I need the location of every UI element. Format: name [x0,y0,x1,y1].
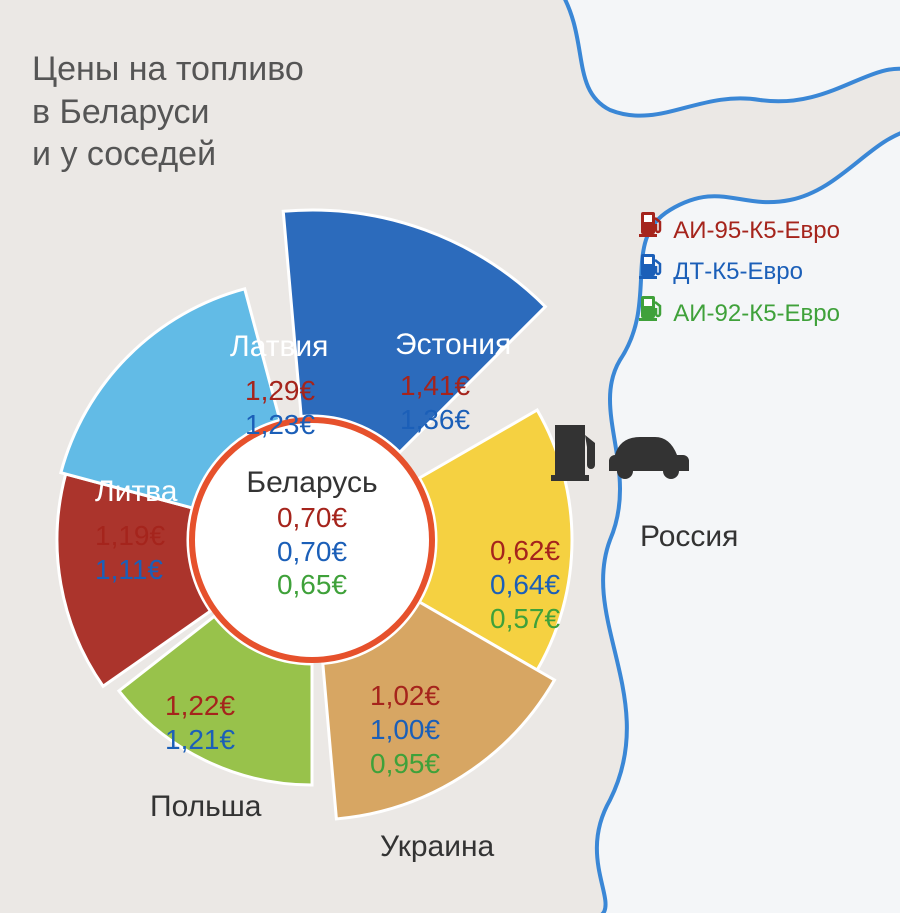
center-price-dt: 0,70€ [217,535,407,569]
page-title: Цены на топливов Беларусии у соседей [32,48,304,176]
russia-price-ai92: 0,57€ [490,603,560,635]
lithuania-price-dt: 1,11€ [95,554,163,586]
center-name: Беларусь [217,465,407,501]
ukraine-name: Украина [380,830,494,864]
lithuania-price-ai95: 1,19€ [95,520,165,552]
legend-row: АИ-92-К5-Евро [639,294,840,336]
legend-label: АИ-92-К5-Евро [673,294,840,335]
latvia-price-dt: 1,23€ [245,409,315,441]
ukraine-price-ai92: 0,95€ [370,748,440,780]
title-line: в Беларуси [32,91,304,134]
map-outline [560,0,900,913]
latvia-name: Латвия [230,330,328,364]
center-block: Беларусь0,70€0,70€0,65€ [217,465,407,602]
ukraine-price-dt: 1,00€ [370,714,440,746]
legend-row: ДТ-К5-Евро [639,252,840,294]
lithuania-name: Литва [95,475,177,509]
poland-name: Польша [150,790,261,824]
poland-price-dt: 1,21€ [165,724,235,756]
pump-icon [639,294,663,336]
legend-label: АИ-95-К5-Евро [673,211,840,252]
estonia-name: Эстония [395,328,511,362]
russia-price-dt: 0,64€ [490,569,560,601]
estonia-price-dt: 1,36€ [400,404,470,436]
poland-price-ai95: 1,22€ [165,690,235,722]
center-price-ai95: 0,70€ [217,501,407,535]
russia-name: Россия [640,520,738,554]
legend-row: АИ-95-К5-Евро [639,210,840,252]
latvia-price-ai95: 1,29€ [245,375,315,407]
ukraine-price-ai95: 1,02€ [370,680,440,712]
legend-label: ДТ-К5-Евро [673,252,803,293]
pump-icon [639,210,663,252]
title-line: и у соседей [32,133,304,176]
estonia-price-ai95: 1,41€ [400,370,470,402]
fuel-legend: АИ-95-К5-Евро ДТ-К5-Евро АИ-92-К5-Евро [639,210,840,335]
center-price-ai92: 0,65€ [217,568,407,602]
title-line: Цены на топливо [32,48,304,91]
pump-icon [639,252,663,294]
russia-price-ai95: 0,62€ [490,535,560,567]
